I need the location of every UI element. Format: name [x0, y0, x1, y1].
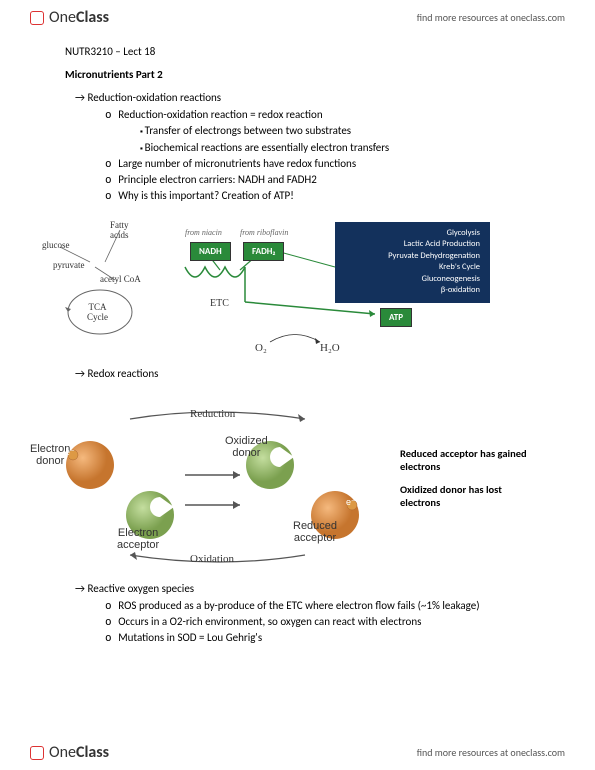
d1-atp-box: ATP — [380, 308, 412, 327]
sec1-heading: Reduction-oxidation reactions — [75, 91, 545, 104]
logo-icon — [30, 11, 44, 25]
document-body: NUTR3210 – Lect 18 Micronutrients Part 2… — [65, 45, 545, 648]
d2-side2: Oxidized donor has lost electrons — [400, 483, 530, 509]
page-header: OneClass find more resources at oneclass… — [0, 0, 595, 35]
d2-reduced-acceptor: Reduced acceptor — [293, 520, 337, 544]
redox-diagram: Reduction Oxidation Electron donor Oxidi… — [35, 405, 545, 570]
d1-glucose: glucose — [42, 240, 70, 250]
sec3-heading: Reactive oxygen species — [75, 582, 545, 595]
brand-text-2-f: Class — [76, 743, 109, 762]
d1-o2: O₂ — [255, 342, 267, 354]
sec1-s2: Biochemical reactions are essentially el… — [140, 141, 545, 155]
d1-acetyl: acetyl CoA — [100, 274, 141, 284]
d2-side1: Reduced acceptor has gained electrons — [400, 447, 530, 473]
d1-h2o: H₂O — [320, 342, 340, 354]
brand-text-2: Class — [76, 8, 109, 27]
header-tagline: find more resources at oneclass.com — [417, 11, 565, 24]
sec1-b3: Principle electron carriers: NADH and FA… — [105, 173, 545, 187]
d2-e2: e⁻ — [346, 497, 356, 508]
brand-logo: OneClass — [30, 8, 109, 27]
d1-etc: ETC — [210, 298, 229, 309]
etc-diagram: from niacin from riboflavin NADH FADH₂ G… — [45, 212, 545, 367]
sec3-b1: ROS produced as a by-produce of the ETC … — [105, 599, 545, 613]
brand-text-1: One — [49, 8, 76, 27]
d2-e1: e⁻ — [65, 447, 75, 458]
d1-fadh-box: FADH₂ — [243, 242, 284, 261]
d2-electron-acceptor: Electron acceptor — [117, 527, 159, 551]
d1-from-riboflavin: from riboflavin — [240, 228, 288, 237]
redox-diagram-svg — [35, 405, 395, 570]
brand-logo-footer: OneClass — [30, 743, 109, 762]
d2-oxidation: Oxidation — [190, 553, 234, 565]
d1-pathways-box: Glycolysis Lactic Acid Production Pyruva… — [335, 222, 490, 303]
sec1-b2: Large number of micronutrients have redo… — [105, 157, 545, 171]
d2-oxidized-donor: Oxidized donor — [225, 435, 268, 459]
course-code: NUTR3210 – Lect 18 — [65, 45, 545, 58]
d1-nadh-box: NADH — [190, 242, 231, 261]
brand-text-1-f: One — [49, 743, 76, 762]
d1-fatty: Fatty acids — [110, 220, 129, 240]
d1-pyruvate: pyruvate — [53, 260, 85, 270]
sec1-b4: Why is this important? Creation of ATP! — [105, 189, 545, 203]
doc-title: Micronutrients Part 2 — [65, 68, 545, 81]
logo-icon-footer — [30, 746, 44, 760]
sec1-b1: Reduction-oxidation reaction = redox rea… — [105, 108, 545, 122]
d2-reduction: Reduction — [190, 408, 235, 420]
page-footer: OneClass find more resources at oneclass… — [0, 735, 595, 770]
d1-tca: TCA Cycle — [87, 302, 108, 322]
sec1-s1: Transfer of electrongs between two subst… — [140, 124, 545, 138]
sec3-b3: Mutations in SOD = Lou Gehrig's — [105, 631, 545, 645]
sec2-heading: Redox reactions — [75, 367, 545, 380]
footer-tagline: find more resources at oneclass.com — [417, 746, 565, 759]
sec3-b2: Occurs in a O2-rich environment, so oxyg… — [105, 615, 545, 629]
d1-from-niacin: from niacin — [185, 228, 222, 237]
